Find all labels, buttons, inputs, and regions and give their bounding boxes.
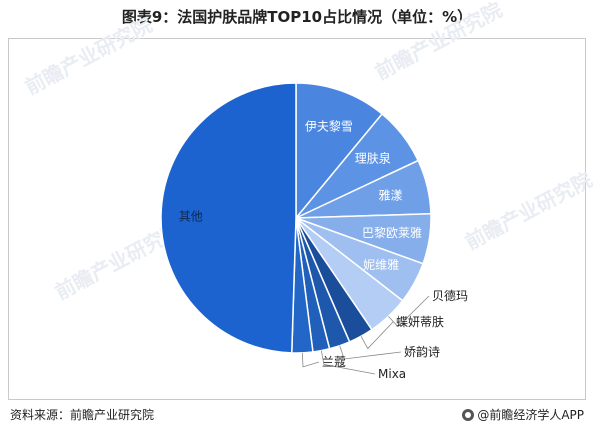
pie-slice-1 bbox=[295, 82, 384, 221]
slice-label-1: 伊夫黎雪 bbox=[305, 120, 353, 134]
brand-credit: @前瞻经济学人APP bbox=[462, 406, 584, 423]
source-note: 资料来源：前瞻产业研究院 bbox=[10, 408, 155, 422]
slice-label-9: Mixa bbox=[378, 367, 406, 381]
watermark-text: 前瞻产业研究院 bbox=[371, 0, 506, 84]
leader-line-10 bbox=[301, 352, 320, 368]
brand-logo-icon bbox=[462, 409, 475, 421]
leader-line-7 bbox=[360, 321, 394, 350]
brand-text: @前瞻经济学人APP bbox=[477, 408, 584, 422]
watermark-text: 前瞻产业研究院 bbox=[21, 12, 156, 99]
slice-label-4: 巴黎欧莱雅 bbox=[362, 225, 422, 240]
slice-label-6: 贝德玛 bbox=[432, 288, 468, 303]
chart-title: 图表9：法国护肤品牌TOP10占比情况（单位：%） bbox=[121, 8, 473, 26]
slice-label-10: 兰蔻 bbox=[322, 355, 346, 369]
leader-lines bbox=[301, 295, 430, 375]
leader-line-6 bbox=[388, 295, 430, 328]
slice-label-7: 蝶妍蒂肤 bbox=[396, 314, 444, 329]
slice-label-8: 娇韵诗 bbox=[404, 344, 440, 359]
pie-slice-11 bbox=[160, 82, 297, 354]
slice-label-11: 其他 bbox=[179, 209, 203, 223]
watermark-text: 前瞻产业研究院 bbox=[461, 167, 594, 254]
slice-label-3: 雅漾 bbox=[379, 187, 403, 202]
chart-frame bbox=[8, 38, 586, 400]
leader-line-8 bbox=[339, 345, 402, 360]
slice-label-5: 妮维雅 bbox=[363, 257, 399, 272]
slice-label-2: 理肤泉 bbox=[355, 150, 391, 165]
leader-line-9 bbox=[320, 350, 376, 375]
pie-slices bbox=[160, 82, 432, 354]
